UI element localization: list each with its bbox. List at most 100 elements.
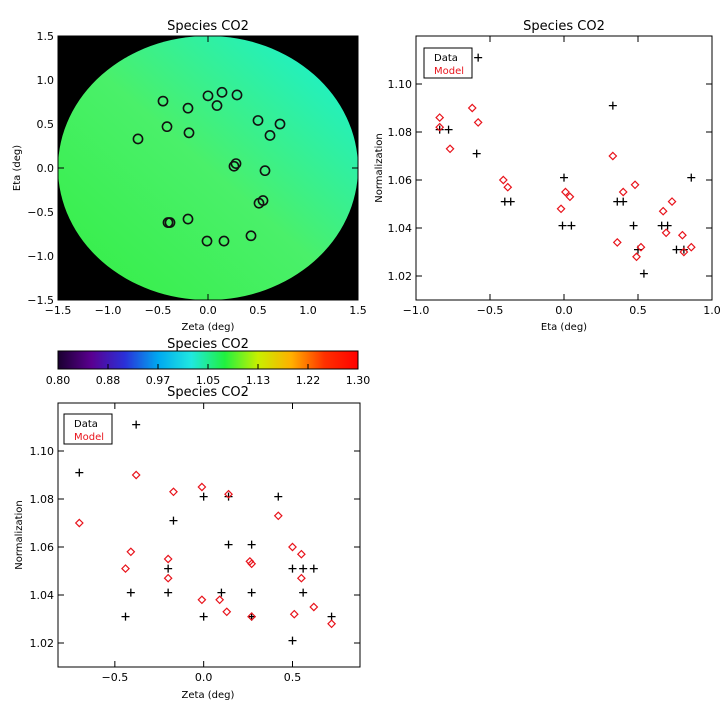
zeta-scatter-data-point xyxy=(199,492,208,501)
zeta-scatter-model-point xyxy=(289,609,299,619)
zeta-scatter-data-point xyxy=(224,492,233,501)
eta-scatter-model-point xyxy=(561,187,570,197)
zeta-scatter-model-point xyxy=(327,619,337,629)
colorbar-tick-label: 1.22 xyxy=(296,374,321,387)
eta-scatter-ytick-label: 1.02 xyxy=(388,270,413,283)
eta-scatter-xtick-label: 0.5 xyxy=(629,304,647,317)
zeta-scatter-data-point xyxy=(75,468,84,477)
zeta-scatter-data-point xyxy=(288,636,297,645)
map-ytick-label: 1.0 xyxy=(37,74,55,87)
eta-scatter-y-label: Normalization xyxy=(374,133,385,203)
eta-legend-box xyxy=(423,47,473,79)
eta-scatter-data-point xyxy=(474,53,483,62)
eta-scatter-model-point xyxy=(556,204,566,214)
map-ytick-label: 1.5 xyxy=(37,30,55,43)
colorbar-tick-label: 0.88 xyxy=(96,374,121,387)
zeta-scatter-data-point xyxy=(247,588,256,597)
eta-scatter-data-point xyxy=(629,221,638,230)
zeta-scatter-model-point xyxy=(74,518,84,528)
zeta-legend-data: Data xyxy=(74,419,98,430)
zeta-scatter-data-point xyxy=(169,516,178,525)
map-circle-marker xyxy=(264,130,276,141)
zeta-scatter-y-label: Normalization xyxy=(14,500,25,570)
eta-scatter-model-point xyxy=(618,187,628,197)
map-xtick-label: −1.5 xyxy=(45,304,72,317)
map-circle-marker xyxy=(257,195,269,206)
map-circle-marker xyxy=(231,89,243,101)
map-ytick-label: 0.0 xyxy=(37,162,55,175)
eta-scatter-model-point xyxy=(608,151,618,161)
eta-scatter-model-point xyxy=(612,237,622,247)
colorbar-tick-label: 0.80 xyxy=(46,374,71,387)
zeta-scatter-data-point xyxy=(217,588,226,597)
eta-scatter-data-point xyxy=(608,101,617,110)
map-circle-marker xyxy=(202,90,214,102)
species-field-disk xyxy=(58,36,358,300)
map-circle-marker xyxy=(164,217,176,228)
zeta-scatter-data-point xyxy=(274,492,283,501)
eta-scatter-ytick-label: 1.06 xyxy=(388,174,413,187)
map-xtick-label: 0.0 xyxy=(199,304,217,317)
eta-scatter-model-point xyxy=(677,230,687,240)
eta-scatter-model-point xyxy=(630,180,640,190)
map-circle-marker xyxy=(183,127,195,139)
zeta-scatter-ytick-label: 1.06 xyxy=(30,541,55,554)
zeta-scatter-data-point xyxy=(164,564,173,573)
eta-scatter-xtick-label: 0.0 xyxy=(555,304,573,317)
eta-scatter-model-point xyxy=(686,242,696,252)
zeta-scatter-data-point xyxy=(247,540,256,549)
eta-scatter-data-point xyxy=(444,125,453,134)
eta-scatter-model-point xyxy=(636,242,646,252)
eta-scatter-xtick-label: −0.5 xyxy=(477,304,504,317)
map-xtick-label: −1.0 xyxy=(95,304,122,317)
zeta-scatter-data-point xyxy=(309,564,318,573)
map-circle-marker xyxy=(182,102,194,114)
zeta-scatter-model-point xyxy=(131,470,141,480)
colorbar-tick-label: 1.30 xyxy=(346,374,371,387)
zeta-legend-box xyxy=(63,413,113,445)
zeta-legend-model: Model xyxy=(74,432,104,443)
zeta-scatter-model-point xyxy=(197,482,207,492)
zeta-scatter-x-label: Zeta (deg) xyxy=(182,690,235,701)
eta-scatter-data-point xyxy=(672,245,681,254)
map-ytick-label: 0.5 xyxy=(37,118,55,131)
zeta-scatter-xtick-label: 0.0 xyxy=(195,671,213,684)
map-xtick-label: 0.5 xyxy=(249,304,267,317)
zeta-scatter-model-point xyxy=(296,573,306,583)
zeta-scatter-model-point xyxy=(224,489,233,499)
zeta-scatter-xtick-label: 0.5 xyxy=(284,671,302,684)
eta-scatter-model-point xyxy=(658,206,668,216)
eta-scatter-data-point xyxy=(679,245,688,254)
zeta-scatter-model-point xyxy=(247,612,257,622)
eta-scatter-model-point xyxy=(503,182,513,192)
zeta-scatter-model-point xyxy=(169,487,178,497)
eta-scatter-legend: Data Model xyxy=(423,47,473,79)
map-title: Species CO2 xyxy=(167,19,249,34)
eta-scatter-data-point xyxy=(560,173,568,182)
eta-scatter-model-point xyxy=(661,228,671,238)
eta-scatter-model-point xyxy=(632,252,641,262)
map-circle-marker xyxy=(274,118,286,130)
map-circle-marker xyxy=(201,235,213,247)
map-circle-marker xyxy=(230,158,242,169)
zeta-scatter-ytick-label: 1.04 xyxy=(30,589,55,602)
zeta-scatter-data-point xyxy=(224,540,233,549)
zeta-scatter-model-point xyxy=(163,573,173,583)
colorbar-tick-label: 0.97 xyxy=(146,374,171,387)
colorbar-tick-label: 1.13 xyxy=(246,374,271,387)
eta-scatter-data-point xyxy=(472,149,481,158)
eta-scatter-data-point xyxy=(639,269,648,278)
map-xtick-label: 1.0 xyxy=(299,304,317,317)
eta-scatter-panel: Species CO2 −1.0 −0.5 0.0 0.5 1.0 1.02 1.04 1.0… xyxy=(374,19,720,333)
zeta-scatter-frame xyxy=(57,402,361,668)
zeta-scatter-model-point xyxy=(121,564,130,574)
map-xtick-label: −0.5 xyxy=(145,304,172,317)
eta-legend-model: Model xyxy=(434,66,464,77)
eta-legend-data: Data xyxy=(434,53,458,64)
zeta-scatter-data-point xyxy=(126,588,135,597)
zeta-scatter-ytick-label: 1.02 xyxy=(30,637,55,650)
map-xtick-label: 1.5 xyxy=(349,304,367,317)
map-y-label: Eta (deg) xyxy=(12,145,23,191)
eta-scatter-model-point xyxy=(445,144,455,154)
eta-scatter-data-point xyxy=(619,197,628,206)
